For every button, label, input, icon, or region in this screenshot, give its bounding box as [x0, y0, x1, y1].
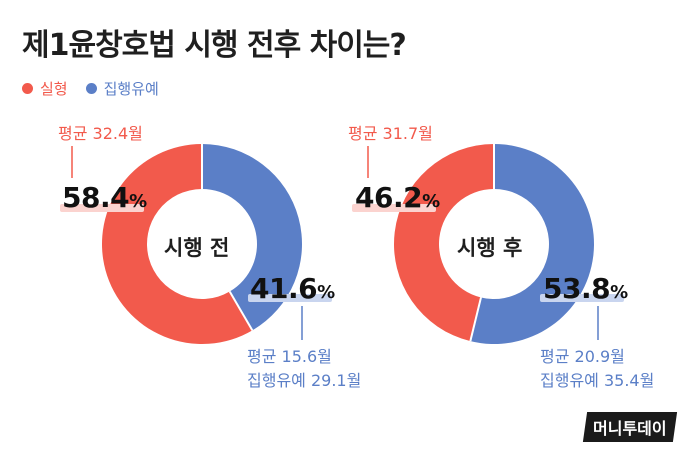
before-suspended-percent-unit: % [317, 282, 335, 303]
after-center-label: 시행 후 [457, 236, 523, 260]
before-prison-percent-value: 58.4 [62, 181, 130, 214]
before-prison-slice [102, 144, 253, 344]
after-suspended-extra-label: 집행유예 35.4월 [540, 371, 655, 390]
after-prison-avg-label: 평균 31.7월 [348, 124, 433, 143]
after-prison-percent-unit: % [422, 191, 440, 212]
leader-lines [71, 146, 599, 340]
legend-label-prison: 실형 [40, 80, 68, 98]
before-suspended-percent: 41.6% [250, 272, 335, 305]
after-suspended-percent: 53.8% [543, 272, 628, 305]
brand-logo: 머니투데이 [583, 412, 678, 442]
before-center-label: 시행 전 [164, 236, 230, 260]
after-prison-slice [394, 144, 494, 342]
after-suspended-highlight [540, 294, 624, 302]
legend-item-prison: 실형 [22, 78, 68, 99]
after-suspended-percent-unit: % [610, 282, 628, 303]
before-prison-percent-unit: % [129, 191, 147, 212]
before-suspended-slice [202, 144, 302, 331]
legend-item-suspended: 집행유예 [85, 78, 159, 99]
before-slice-separator-1 [228, 291, 254, 331]
legend-dot-suspended [85, 83, 97, 94]
before-prison-avg-label: 평균 32.4월 [58, 124, 143, 143]
legend: 실형 집행유예 [22, 78, 177, 99]
before-suspended-percent-value: 41.6 [250, 272, 318, 305]
before-suspended-highlight [248, 294, 332, 302]
donut-chart-before [102, 144, 302, 344]
before-prison-percent: 58.4% [62, 181, 147, 214]
legend-label-suspended: 집행유예 [103, 80, 159, 98]
after-suspended-avg-label: 평균 20.9월 [540, 347, 625, 366]
before-suspended-extra-label: 집행유예 29.1월 [247, 371, 362, 390]
after-prison-percent-value: 46.2 [355, 181, 423, 214]
before-prison-highlight [60, 204, 144, 212]
before-suspended-avg-label: 평균 15.6월 [247, 347, 332, 366]
brand-logo-text: 머니투데이 [593, 419, 667, 438]
after-prison-highlight [352, 204, 436, 212]
after-suspended-percent-value: 53.8 [543, 272, 611, 305]
after-prison-percent: 46.2% [355, 181, 440, 214]
chart-title: 제1윤창호법 시행 전후 차이는? [22, 28, 407, 63]
after-slice-separator-1 [469, 297, 482, 342]
legend-dot-prison [22, 83, 33, 94]
